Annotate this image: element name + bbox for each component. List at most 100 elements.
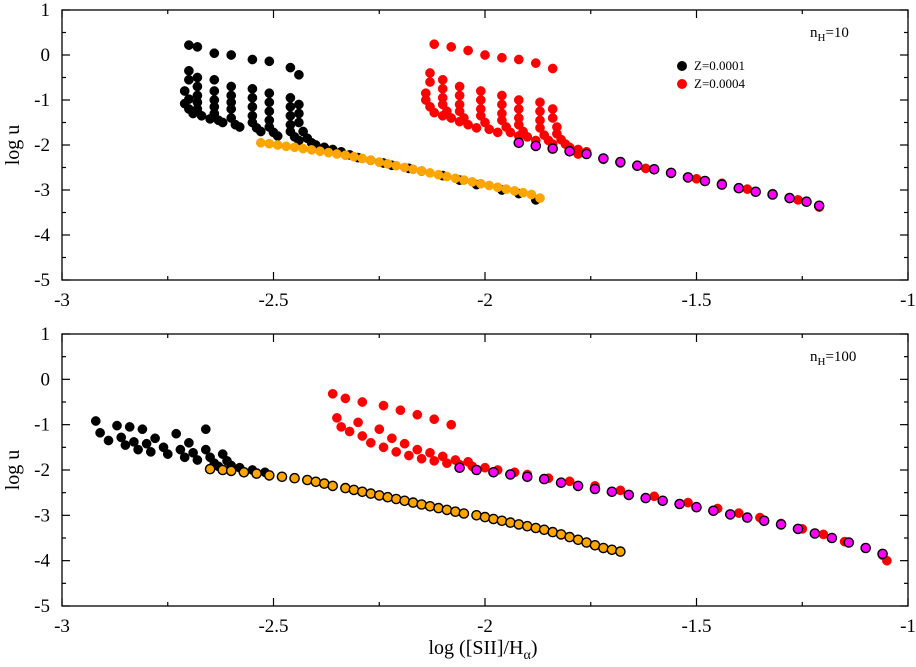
data-point [404,450,414,461]
data-point [454,90,465,101]
top-y-tick-label: 0 [41,45,51,66]
data-point [425,68,435,78]
data-point [437,74,448,85]
data-point [648,163,660,175]
data-point [327,388,338,399]
data-point [784,192,795,204]
data-point [513,519,525,530]
data-point [387,433,397,444]
data-point [640,492,652,504]
data-point [294,69,304,80]
data-point [124,422,135,432]
data-point [589,483,601,495]
data-point [716,179,728,190]
top-density-annotation: nH=10 [810,25,849,44]
data-point [340,393,351,404]
data-point [120,440,131,450]
data-point [475,178,486,189]
data-point [572,480,584,492]
data-point [412,444,423,455]
data-point [535,193,545,203]
data-point [665,167,677,179]
data-point [391,160,402,171]
data-point [708,505,719,517]
data-point [349,151,359,162]
data-point [484,180,495,191]
bottom-panel: -3 -2.5 -2 -1.5 -1 -5 -4 -3 -2 -1 0 1 log u nH=100… [2,324,916,663]
data-point [699,175,711,187]
data-point [649,491,660,502]
data-point [357,431,368,441]
data-point [547,143,559,154]
data-point [425,77,435,87]
top-y-tick-labels: -5 -4 -3 -2 -1 0 1 [34,0,50,291]
top-series-z-0-0004 [420,39,825,212]
data-point [615,485,626,496]
data-point [171,428,182,439]
data-point [255,126,266,137]
bottom-x-tick-label: -2 [477,616,493,637]
data-point [162,449,173,459]
data-point [564,531,575,543]
data-point [475,86,486,96]
top-y-axis-label: log u [2,125,24,166]
data-point [437,83,448,94]
top-x-tick-label: -1 [900,290,916,311]
data-point [459,175,469,185]
bottom-y-tick-label: 1 [41,324,51,345]
data-point [251,468,262,479]
data-point [657,495,669,507]
data-point [471,509,482,521]
top-y-tick-label: -1 [34,90,50,111]
data-point [378,400,389,411]
top-y-tick-label: 1 [41,0,51,21]
data-point [323,147,334,158]
data-point [247,101,258,112]
data-point [264,97,275,108]
data-point [758,515,770,527]
data-point [247,54,258,65]
data-point [547,63,558,74]
data-point [530,58,541,68]
data-point [116,432,127,443]
data-point [425,168,435,178]
top-x-tick-label: -1.5 [681,290,711,311]
data-point [505,469,516,480]
data-point [488,513,499,525]
top-data-points [179,39,825,212]
data-point [264,106,275,117]
bottom-y-tick-label: -1 [34,415,50,436]
data-point [336,422,347,432]
data-point [289,472,300,484]
data-point [365,155,376,166]
data-point [272,140,283,150]
data-point [429,107,440,118]
data-point [263,470,275,481]
data-point [497,99,507,110]
data-point [733,182,745,194]
data-point [801,196,812,207]
data-point [547,113,558,123]
data-point [306,145,317,155]
data-point [196,110,207,121]
data-point [497,90,507,101]
bottom-y-tick-label: -2 [34,460,50,481]
data-point [497,52,507,63]
data-point [877,548,888,560]
data-point [446,419,457,430]
data-point [264,138,275,149]
data-point [429,456,440,466]
data-point [505,127,516,138]
top-y-tick-label: -3 [34,180,50,201]
legend-label-z0001: Z=0.0001 [694,58,745,73]
data-point [450,506,461,518]
data-point [522,471,533,483]
data-point [581,148,592,160]
bottom-y-tick-label: -4 [34,551,50,572]
data-point [264,88,275,99]
data-point [682,172,694,183]
data-point [513,95,524,105]
data-point [826,532,838,544]
data-point [463,119,473,130]
data-point [209,86,220,96]
